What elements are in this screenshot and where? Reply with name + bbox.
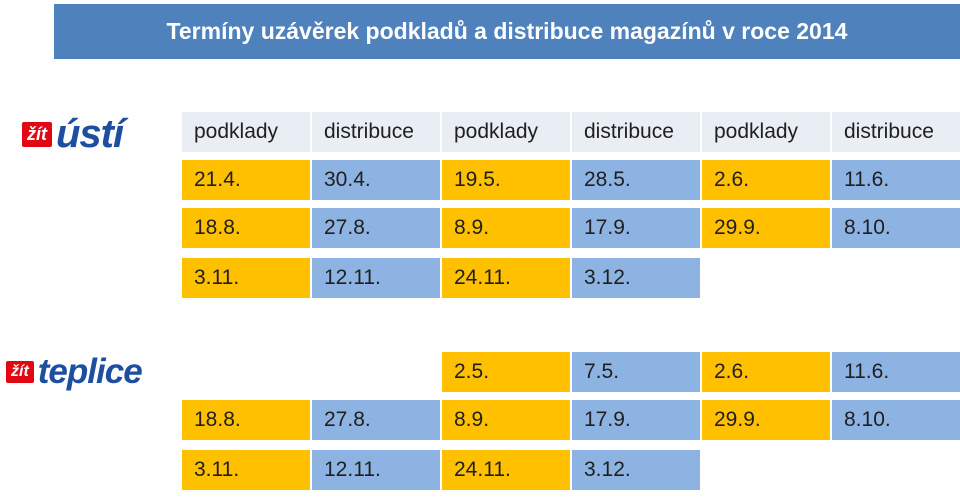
teplice-date-cell: 8.10. xyxy=(832,400,960,440)
usti-date-cell: 19.5. xyxy=(442,160,570,200)
teplice-logo-city: teplice xyxy=(37,352,143,391)
teplice-date-cell: 12.11. xyxy=(312,450,440,490)
usti-header-cell: podklady xyxy=(182,112,310,152)
usti-date-cell: 29.9. xyxy=(702,208,830,248)
teplice-date-cell: 11.6. xyxy=(832,352,960,392)
usti-date-cell: 28.5. xyxy=(572,160,700,200)
usti-header-cell: distribuce xyxy=(832,112,960,152)
usti-header-cell: podklady xyxy=(702,112,830,152)
usti-date-cell: 3.11. xyxy=(182,258,310,298)
teplice-date-cell: 7.5. xyxy=(572,352,700,392)
usti-date-cell: 3.12. xyxy=(572,258,700,298)
teplice-date-cell: 3.11. xyxy=(182,450,310,490)
teplice-date-cell: 3.12. xyxy=(572,450,700,490)
teplice-date-cell: 2.6. xyxy=(702,352,830,392)
usti-date-cell: 27.8. xyxy=(312,208,440,248)
teplice-logo-badge: žít xyxy=(6,361,34,383)
usti-date-cell: 30.4. xyxy=(312,160,440,200)
usti-date-cell: 8.10. xyxy=(832,208,960,248)
usti-logo-city: ústí xyxy=(56,112,124,156)
usti-header-cell: distribuce xyxy=(312,112,440,152)
teplice-date-cell: 24.11. xyxy=(442,450,570,490)
usti-header-cell: distribuce xyxy=(572,112,700,152)
teplice-date-cell: 29.9. xyxy=(702,400,830,440)
usti-logo-badge: žít xyxy=(22,122,52,147)
teplice-date-cell: 27.8. xyxy=(312,400,440,440)
usti-date-cell: 21.4. xyxy=(182,160,310,200)
usti-logo: žít ústí xyxy=(22,112,124,157)
teplice-date-cell: 2.5. xyxy=(442,352,570,392)
usti-date-cell: 8.9. xyxy=(442,208,570,248)
usti-date-cell: 11.6. xyxy=(832,160,960,200)
usti-date-cell: 17.9. xyxy=(572,208,700,248)
usti-date-cell: 18.8. xyxy=(182,208,310,248)
usti-date-cell: 24.11. xyxy=(442,258,570,298)
teplice-date-cell: 18.8. xyxy=(182,400,310,440)
teplice-logo: žít teplice xyxy=(6,352,143,392)
usti-date-cell: 2.6. xyxy=(702,160,830,200)
usti-date-cell: 12.11. xyxy=(312,258,440,298)
teplice-date-cell: 8.9. xyxy=(442,400,570,440)
page-title: Termíny uzávěrek podkladů a distribuce m… xyxy=(54,4,960,59)
teplice-date-cell: 17.9. xyxy=(572,400,700,440)
usti-header-cell: podklady xyxy=(442,112,570,152)
